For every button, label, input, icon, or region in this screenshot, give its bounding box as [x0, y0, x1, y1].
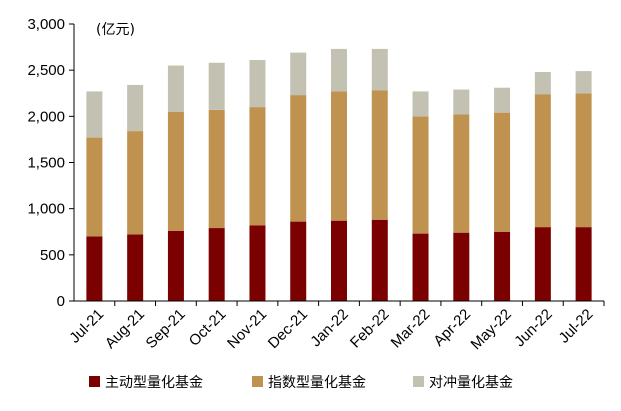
- x-tick-label: Jul-22: [556, 306, 597, 347]
- bar-segment-series-2: [575, 93, 592, 228]
- legend-label: 指数型量化基金: [268, 374, 366, 391]
- bar-stack: [249, 60, 266, 301]
- bar-segment-series-3: [494, 87, 511, 113]
- bar-segment-series-2: [127, 131, 144, 235]
- bar-stack: [412, 91, 429, 301]
- legend-swatch: [252, 376, 263, 387]
- bar-stack: [534, 72, 551, 301]
- bar-segment-series-2: [412, 116, 429, 234]
- bar-segment-series-1: [249, 225, 266, 301]
- bar-segment-series-1: [575, 227, 592, 301]
- legend-item: 对冲量化基金: [413, 374, 513, 391]
- bar-segment-series-2: [86, 137, 103, 237]
- plot-area: [86, 48, 592, 301]
- x-axis: Jul-21Aug-21Sep-21Oct-21Nov-21Dec-21Jan-…: [66, 300, 605, 353]
- bar-segment-series-1: [534, 227, 551, 301]
- bar-segment-series-2: [494, 112, 511, 232]
- bar-stack: [331, 48, 347, 301]
- bar-stack: [494, 87, 511, 301]
- bar-segment-series-2: [208, 109, 225, 229]
- bar-segment-series-2: [167, 111, 184, 231]
- y-tick-label: 1,000: [27, 201, 65, 218]
- legend-item: 指数型量化基金: [252, 374, 366, 391]
- bar-segment-series-2: [371, 90, 388, 220]
- bar-segment-series-1: [208, 228, 225, 301]
- bar-segment-series-2: [249, 107, 266, 226]
- bar-segment-series-3: [127, 84, 144, 132]
- bar-stack: [575, 71, 592, 301]
- legend-item: 主动型量化基金: [89, 374, 203, 391]
- bar-segment-series-3: [412, 91, 429, 117]
- bar-stack: [86, 91, 103, 301]
- x-tick-label: Feb-22: [347, 306, 393, 352]
- bar-segment-series-1: [453, 232, 470, 301]
- legend: 主动型量化基金 指数型量化基金 对冲量化基金: [89, 374, 513, 391]
- bar-segment-series-2: [290, 95, 307, 222]
- bar-segment-series-3: [534, 72, 551, 95]
- bar-stack: [290, 52, 307, 301]
- y-tick-label: 2,500: [27, 62, 65, 79]
- x-tick-label: Sep-21: [143, 306, 189, 352]
- bar-segment-series-1: [86, 236, 103, 301]
- bar-segment-series-2: [534, 94, 551, 228]
- legend-swatch: [89, 376, 100, 387]
- legend-swatch: [413, 376, 424, 387]
- bar-segment-series-2: [453, 114, 470, 233]
- x-tick-label: Jun-22: [511, 306, 555, 350]
- bar-segment-series-1: [494, 231, 511, 301]
- x-tick-label: Nov-21: [224, 306, 270, 352]
- y-tick-label: 3,000: [27, 16, 65, 33]
- bar-segment-series-3: [575, 71, 592, 94]
- bar-segment-series-3: [453, 89, 470, 115]
- x-tick-label: May-22: [468, 306, 515, 353]
- bar-segment-series-1: [331, 220, 347, 301]
- bar-segment-series-3: [290, 52, 307, 96]
- bar-segment-series-3: [167, 65, 184, 112]
- y-tick-label: 500: [40, 247, 65, 264]
- x-tick-label: Apr-22: [430, 306, 474, 350]
- bar-segment-series-3: [331, 48, 347, 92]
- bar-stack: [167, 65, 184, 301]
- x-tick-label: Jan-22: [307, 306, 351, 350]
- legend-label: 主动型量化基金: [105, 374, 203, 391]
- bar-segment-series-1: [290, 221, 307, 301]
- bar-segment-series-1: [412, 233, 429, 301]
- y-tick-label: 2,000: [27, 108, 65, 125]
- unit-label: (亿元): [96, 22, 135, 38]
- bar-stack: [453, 89, 470, 301]
- x-tick-label: Oct-21: [186, 306, 230, 350]
- bar-segment-series-1: [127, 234, 144, 301]
- bar-stack: [127, 84, 144, 301]
- bar-segment-series-3: [249, 60, 266, 108]
- bar-stack: [208, 62, 225, 301]
- bar-segment-series-3: [371, 48, 388, 91]
- x-tick-label: Aug-21: [102, 306, 148, 352]
- bar-stack: [371, 48, 388, 301]
- bar-segment-series-1: [167, 230, 184, 301]
- legend-label: 对冲量化基金: [429, 374, 513, 391]
- y-tick-label: 0: [57, 293, 65, 310]
- y-tick-label: 1,500: [27, 155, 65, 172]
- bar-segment-series-3: [86, 91, 103, 138]
- x-tick-label: Dec-21: [265, 306, 311, 352]
- bar-segment-series-1: [371, 219, 388, 301]
- y-axis: 0 500 1,000 1,500 2,000 2,500 3,000: [27, 16, 75, 310]
- x-tick-label: Mar-22: [388, 306, 434, 352]
- bar-segment-series-3: [208, 62, 225, 110]
- bar-segment-series-2: [331, 91, 347, 221]
